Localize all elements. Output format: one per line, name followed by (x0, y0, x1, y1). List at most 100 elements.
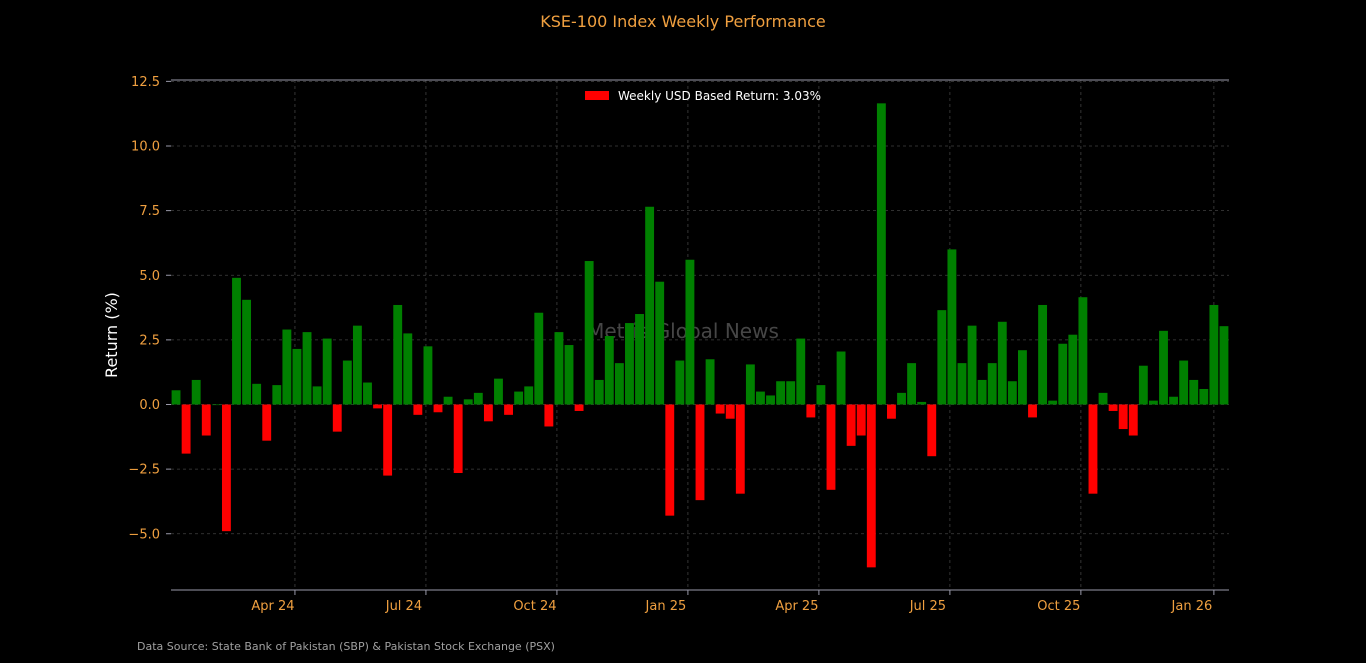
bar (473, 392, 483, 405)
bars (171, 103, 1229, 568)
bar (796, 338, 806, 405)
bar (1098, 392, 1108, 405)
bar (917, 401, 927, 405)
bar (977, 379, 987, 405)
bar (282, 329, 292, 405)
bar (544, 404, 554, 427)
bar (373, 404, 382, 409)
bar (645, 206, 655, 405)
bar (836, 351, 846, 405)
bar (221, 404, 231, 532)
bar (534, 312, 544, 405)
legend: Weekly USD Based Return: 3.03% (585, 89, 821, 103)
legend-swatch (585, 91, 609, 100)
bar (504, 404, 513, 415)
bar (363, 382, 372, 405)
y-tick-label: 0.0 (139, 398, 160, 413)
bar (211, 404, 221, 406)
bar (695, 404, 705, 501)
y-tick-label: 2.5 (139, 333, 160, 348)
bar (967, 325, 977, 405)
bar (443, 396, 453, 405)
bar (252, 383, 262, 405)
bar (312, 386, 322, 405)
y-tick-label: −5.0 (128, 527, 160, 542)
bar (846, 404, 856, 446)
bar (756, 391, 765, 405)
y-tick-label: −2.5 (128, 463, 160, 478)
bar (524, 386, 534, 405)
legend-label: Weekly USD Based Return: 3.03% (618, 89, 821, 103)
bar (564, 345, 574, 405)
bar (262, 404, 272, 441)
bar (423, 346, 433, 405)
watermark: Mettis Global News (587, 319, 779, 343)
x-tick-label: Jan 26 (1171, 599, 1213, 614)
bar (242, 299, 252, 405)
bar (897, 392, 906, 405)
bar (927, 404, 937, 457)
bar (1068, 334, 1078, 405)
bar (907, 363, 917, 405)
bar (1118, 404, 1128, 430)
bar (957, 363, 967, 405)
x-axis-ticks: Apr 24 Jul 24 Oct 24 Jan 25 Apr 25 Jul 25 Oct … (251, 590, 1215, 614)
bar (826, 404, 836, 490)
bar (1138, 365, 1148, 405)
bar (584, 261, 594, 405)
bar (181, 404, 191, 454)
bar (866, 404, 876, 568)
bar (232, 277, 241, 405)
y-tick-label: 12.5 (131, 75, 160, 90)
bar (483, 404, 493, 422)
y-tick-label: 7.5 (139, 204, 160, 219)
bar (352, 325, 362, 405)
y-axis-label: Return (%) (102, 292, 121, 378)
bar (514, 391, 524, 405)
bar (876, 103, 886, 405)
bar (574, 404, 584, 411)
x-tick-label: Jan 25 (645, 599, 687, 614)
bar (403, 333, 413, 405)
bar (433, 404, 443, 413)
x-tick-label: Oct 25 (1037, 599, 1080, 614)
bar (614, 363, 624, 405)
bar (786, 381, 796, 405)
bar (937, 310, 947, 405)
bar (292, 348, 302, 405)
x-tick-label: Jul 25 (909, 599, 946, 614)
bar (201, 404, 211, 436)
bar (342, 360, 352, 405)
bar (1038, 304, 1048, 405)
bar (625, 323, 634, 405)
x-tick-label: Apr 25 (775, 599, 818, 614)
bar (1179, 360, 1189, 405)
bar (1148, 400, 1158, 405)
bar (1209, 304, 1219, 405)
bar (604, 335, 614, 405)
y-axis-ticks: −5.0 −2.5 0.0 2.5 5.0 7.5 10.0 12.5 (128, 75, 171, 542)
bar (735, 404, 745, 494)
y-tick-label: 5.0 (139, 269, 160, 284)
bar (715, 404, 725, 414)
bar (1169, 396, 1179, 405)
bar (1018, 350, 1027, 405)
bar (272, 385, 282, 405)
bar (685, 259, 695, 405)
x-tick-label: Apr 24 (251, 599, 294, 614)
bar (1189, 379, 1199, 405)
bar (675, 360, 685, 405)
bar (383, 404, 393, 476)
bar (705, 359, 715, 405)
bar (776, 381, 786, 405)
bar (887, 404, 896, 419)
bar (745, 364, 755, 405)
bar (302, 332, 312, 405)
bar (191, 379, 201, 405)
bar (1088, 404, 1098, 494)
bar (332, 404, 342, 432)
bar (635, 314, 644, 405)
axes (171, 79, 1229, 591)
bar (856, 404, 866, 436)
